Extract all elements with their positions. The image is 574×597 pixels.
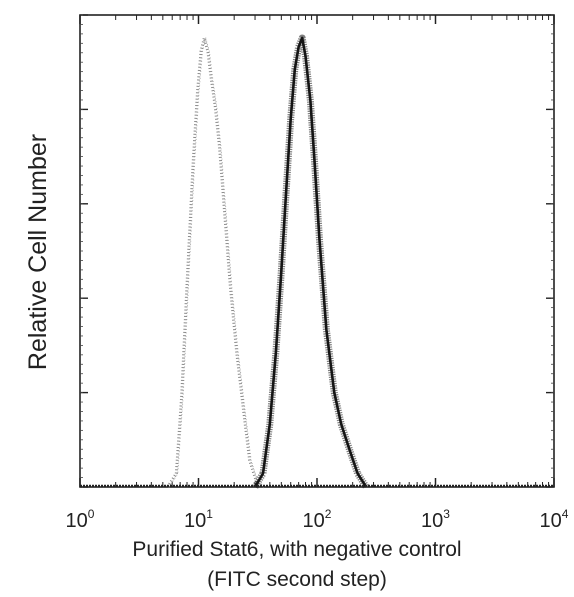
x-tick-label: 103 [421, 507, 450, 532]
x-tick-label: 102 [303, 507, 332, 532]
histogram-series [80, 34, 554, 489]
histogram-line-fuzz [168, 37, 267, 488]
x-tick-labels: 100 101 102 103 104 [66, 507, 569, 532]
histogram-series-1 [166, 36, 267, 489]
histogram-line [253, 36, 368, 488]
x-tick-label: 101 [184, 507, 213, 532]
y-axis-ticks [80, 14, 554, 488]
x-axis-title: Purified Stat6, with negative control [132, 538, 461, 561]
x-tick-label: 104 [540, 507, 569, 532]
x-axis-subtitle: (FITC second step) [207, 568, 387, 591]
y-axis-title: Relative Cell Number [24, 134, 52, 370]
histogram-line [166, 36, 266, 489]
x-tick-label: 100 [66, 507, 95, 532]
histogram-series-2 [251, 34, 370, 489]
